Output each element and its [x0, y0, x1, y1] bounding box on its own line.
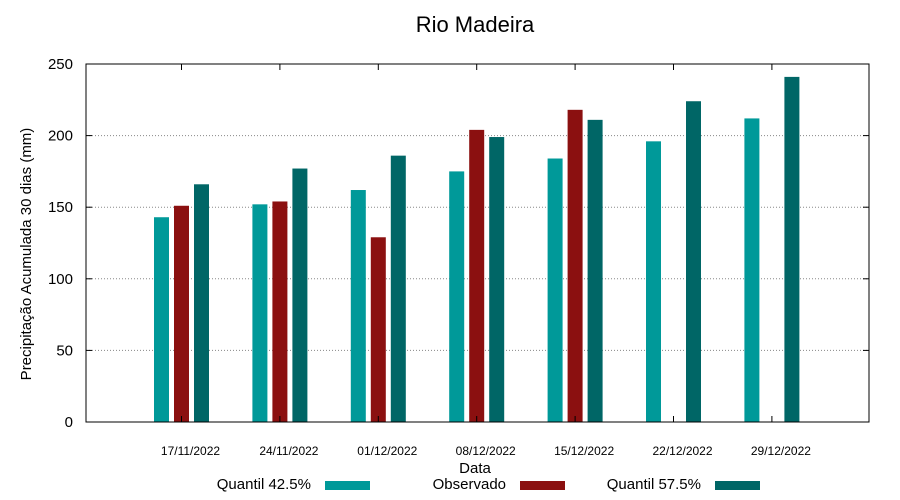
- y-tick-label: 100: [48, 271, 73, 288]
- bar-observado: [567, 109, 583, 422]
- legend: Quantil 42.5% Observado Quantil 57.5%: [217, 476, 760, 493]
- bar-quantil-42: [744, 118, 760, 422]
- x-tick-label: 29/12/2022: [751, 444, 811, 458]
- bar-quantil-57: [784, 76, 800, 422]
- x-tick-label: 15/12/2022: [554, 444, 614, 458]
- bar-quantil-57: [587, 119, 603, 423]
- bar-observado: [370, 237, 386, 422]
- x-tick-label: 01/12/2022: [357, 444, 417, 458]
- x-axis: 17/11/2022 24/11/2022 01/12/2022 08/12/2022…: [161, 64, 811, 458]
- x-tick-label: 22/12/2022: [652, 444, 712, 458]
- bars: [154, 76, 800, 423]
- bar-quantil-57: [292, 168, 308, 422]
- bar-quantil-42: [449, 171, 465, 422]
- bar-quantil-42: [350, 190, 366, 422]
- y-axis: 0 50 100 150 200 250: [48, 56, 869, 431]
- bar-quantil-42: [547, 158, 563, 422]
- chart-title: Rio Madeira: [416, 12, 535, 37]
- bar-quantil-57: [194, 184, 209, 422]
- legend-label: Observado: [433, 476, 506, 493]
- y-axis-label: Precipitação Acumulada 30 dias (mm): [18, 128, 35, 381]
- plot-frame: [85, 63, 870, 423]
- bar-observado: [272, 201, 288, 422]
- x-tick-label: 08/12/2022: [456, 444, 516, 458]
- x-tick-label: 24/11/2022: [259, 444, 318, 458]
- legend-swatch: [520, 481, 565, 490]
- bar-quantil-57: [390, 155, 406, 422]
- x-tick-label: 17/11/2022: [161, 444, 220, 458]
- bar-quantil-42: [154, 217, 169, 422]
- y-tick-label: 0: [65, 414, 73, 431]
- legend-swatch: [325, 481, 370, 490]
- y-tick-label: 250: [48, 56, 73, 73]
- legend-label: Quantil 42.5%: [217, 476, 311, 493]
- bar-observado: [469, 129, 485, 422]
- x-axis-label: Data: [459, 460, 491, 477]
- y-tick-label: 200: [48, 128, 73, 145]
- y-tick-label: 150: [48, 199, 73, 216]
- bar-observado: [174, 205, 189, 422]
- bar-quantil-57: [489, 137, 505, 423]
- y-tick-label: 50: [56, 342, 73, 359]
- legend-swatch: [715, 481, 760, 490]
- legend-label: Quantil 57.5%: [607, 476, 701, 493]
- bar-quantil-42: [252, 204, 268, 422]
- bar-quantil-42: [646, 141, 661, 422]
- bar-quantil-57: [686, 101, 701, 423]
